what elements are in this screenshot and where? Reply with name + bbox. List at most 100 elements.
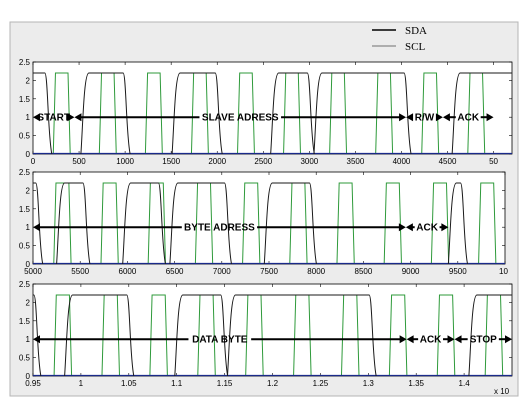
sda-series-line (64, 294, 135, 377)
y-tick-label: 1.5 (19, 317, 31, 326)
x-tick-label: 5500 (71, 267, 89, 276)
annotation-label: ACK (416, 223, 438, 234)
y-tick-label: 2 (26, 76, 31, 85)
y-tick-label: 1 (26, 223, 31, 232)
annotation-ack: ACK (406, 335, 455, 346)
x-tick-label: 8000 (307, 267, 325, 276)
sda-series-line (451, 72, 512, 155)
arrowhead-left (33, 335, 40, 344)
plot-area (32, 61, 513, 155)
x-tick-label: 1.4 (459, 379, 471, 388)
sda-series-line (447, 182, 469, 265)
arrowhead-right (486, 113, 494, 122)
panel-3: 0 0.5 1 1.5 2 2.5 0.95 1 1.05 1.1 1.15 1.2 1.25 1.3 1.… (19, 280, 513, 396)
x-tick-label: 0 (31, 157, 36, 166)
arrowhead-left (406, 335, 414, 344)
annotation-label: SLAVE ADRESS (202, 113, 279, 124)
arrowhead-right (67, 113, 75, 122)
sda-series-line (33, 294, 42, 377)
legend: SDA SCL (372, 25, 427, 53)
x-tick-label: 3000 (300, 157, 318, 166)
y-tick-label: 1 (26, 113, 31, 122)
plot-area (32, 283, 513, 377)
y-tick-label: 0 (26, 372, 31, 381)
x-tick-label: 1.25 (313, 379, 329, 388)
arrowhead-right (441, 223, 449, 232)
annotation-stop: STOP (454, 335, 512, 346)
annotation-data-byte: DATA BYTE (33, 335, 407, 346)
x-tick-label: 50 (489, 157, 498, 166)
x-tick-label: 9500 (449, 267, 467, 276)
x-tick-label: 1.2 (267, 379, 279, 388)
arrowhead-left (406, 113, 414, 122)
plot-area (32, 171, 506, 265)
sda-series-line (56, 182, 91, 265)
sda-series-line (226, 294, 377, 377)
sda-series-line (313, 72, 412, 155)
sda-series-line (174, 294, 229, 377)
arrowhead-right (398, 223, 406, 232)
x-tick-label: 2000 (208, 157, 226, 166)
x-tick-label: 1 (79, 379, 84, 388)
x-tick-label: 10 (499, 267, 508, 276)
y-tick-label: 0.5 (19, 242, 31, 251)
x-exponent-label: x 10 (494, 387, 510, 396)
x-tick-label: 4000 (393, 157, 411, 166)
annotation-label: R/W (415, 113, 435, 124)
arrowhead-left (442, 113, 450, 122)
x-tick-label: 1.15 (217, 379, 233, 388)
sda-series-line (80, 72, 131, 155)
annotation-label: STOP (470, 335, 497, 346)
sda-series-line (468, 294, 512, 377)
annotation-label: START (37, 113, 70, 124)
y-tick-label: 0 (26, 150, 31, 159)
x-tick-label: 500 (72, 157, 86, 166)
annotation-r-w: R/W (406, 113, 443, 124)
x-tick-label: 6500 (166, 267, 184, 276)
x-tick-label: 4500 (439, 157, 457, 166)
y-tick-label: 2.5 (19, 168, 31, 177)
y-tick-label: 1 (26, 335, 31, 344)
y-tick-label: 2 (26, 186, 31, 195)
annotation-label: BYTE ADRESS (184, 223, 255, 234)
y-tick-label: 0.5 (19, 354, 31, 363)
timing-panels: 00.511.522.50 500 1000 1500 2000 2500 3000 3500… (19, 58, 513, 396)
y-tick-label: 1.5 (19, 95, 31, 104)
x-tick-label: 6000 (119, 267, 137, 276)
arrowhead-left (405, 223, 413, 232)
legend-sda-label: SDA (405, 25, 427, 37)
x-tick-label: 8500 (355, 267, 373, 276)
y-tick-label: 2 (26, 298, 31, 307)
arrowhead-left (74, 113, 82, 122)
x-tick-label: 1.05 (121, 379, 137, 388)
sda-series-line (33, 72, 53, 155)
sda-series-line (171, 72, 223, 155)
arrowhead-right (447, 335, 455, 344)
arrowhead-right (399, 335, 407, 344)
x-tick-label: 3500 (347, 157, 365, 166)
sda-series-line (122, 182, 166, 265)
sda-series-line (270, 72, 315, 155)
annotation-label: ACK (457, 113, 479, 124)
panel-2: 0 0.5 1 1.5 2 2.5 5000 5500 6000 6500 7000 7500 8000… (19, 168, 509, 276)
x-tick-label: 7000 (213, 267, 231, 276)
sda-series-line (33, 182, 44, 265)
arrowhead-right (505, 335, 512, 344)
arrowhead-right (399, 113, 407, 122)
panel-1: 0 0.5 1 1.5 2 2.5 0 500 1000 1500 2000 2500 3000 3500… (19, 58, 513, 166)
x-tick-label: 1500 (162, 157, 180, 166)
sda-series-line (263, 182, 317, 265)
annotation-slave-adress: SLAVE ADRESS (74, 113, 407, 124)
arrowhead-left (454, 335, 462, 344)
arrowhead-right (435, 113, 443, 122)
arrowhead-left (33, 113, 40, 122)
x-tick-label: 1000 (116, 157, 134, 166)
x-tick-label: 7500 (260, 267, 278, 276)
x-tick-label: 0.95 (25, 379, 41, 388)
x-tick-label: 1.35 (408, 379, 424, 388)
annotation-ack: ACK (405, 223, 449, 234)
annotation-ack: ACK (442, 113, 494, 124)
annotation-label: DATA BYTE (192, 335, 248, 346)
